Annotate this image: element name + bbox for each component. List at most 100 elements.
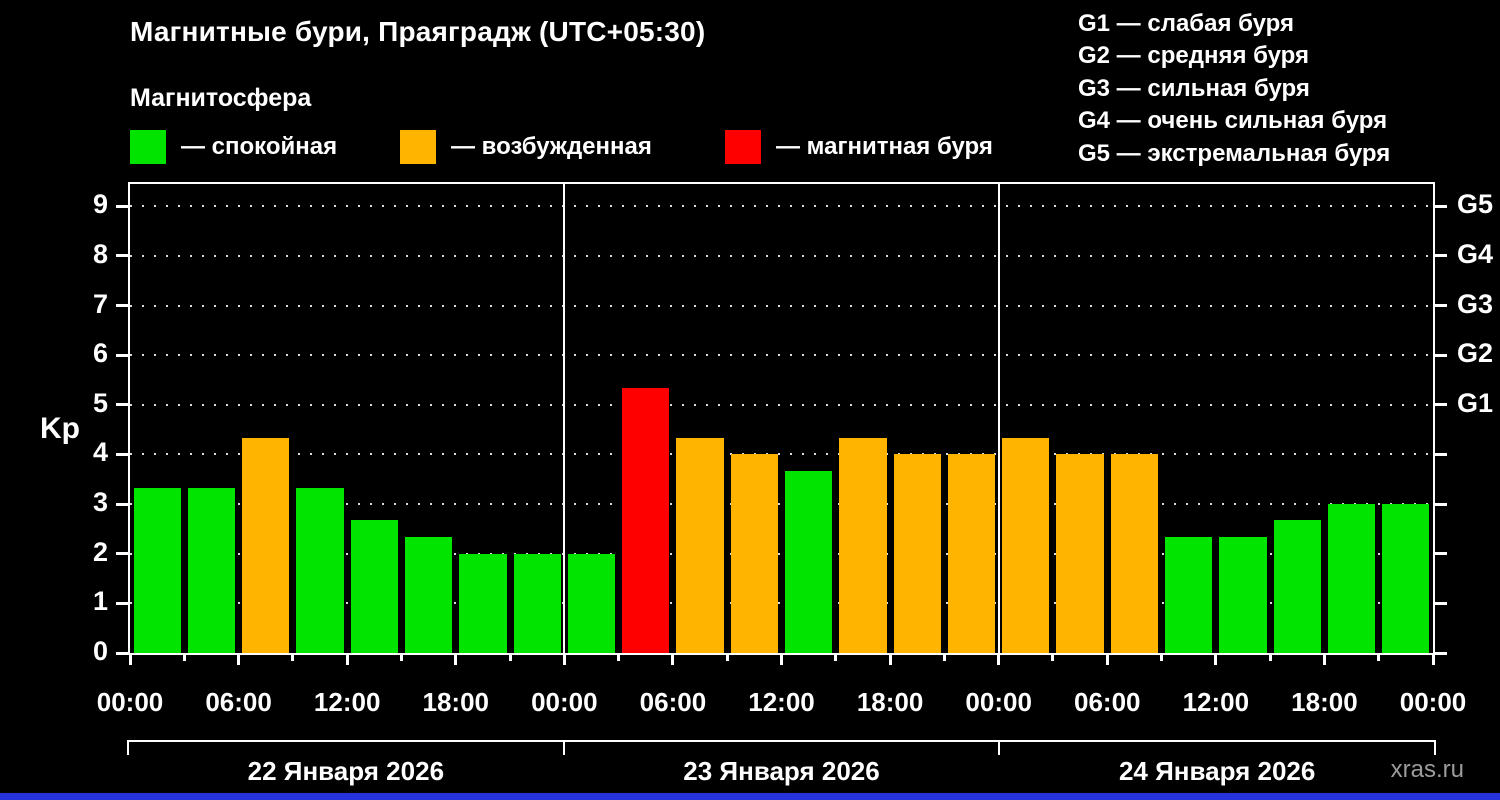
x-axis-tick-label: 00:00 bbox=[965, 687, 1032, 717]
kp-bar bbox=[947, 454, 996, 653]
y-axis-tick bbox=[116, 502, 128, 506]
kp-gridline bbox=[130, 552, 1433, 555]
x-axis-tick bbox=[182, 655, 186, 661]
g-scale-label: G1 bbox=[1457, 387, 1494, 418]
kp-bar bbox=[513, 553, 561, 653]
y-axis-tick-right bbox=[1435, 403, 1447, 407]
y-axis-tick-label: 7 bbox=[92, 288, 108, 319]
y-axis-tick-label: 6 bbox=[92, 338, 108, 369]
x-axis-tick bbox=[399, 655, 403, 661]
y-axis-label: Kp bbox=[40, 412, 80, 445]
date-axis-tick bbox=[998, 740, 1001, 755]
kp-bar bbox=[1165, 537, 1213, 653]
legend-swatch-quiet bbox=[130, 130, 166, 164]
x-axis-tick bbox=[1160, 655, 1164, 661]
kp-bar bbox=[1002, 438, 1050, 653]
x-axis-tick bbox=[1377, 655, 1381, 661]
chart-title: Магнитные бури, Праяградж (UTC+05:30) bbox=[130, 16, 706, 47]
kp-gridline bbox=[130, 354, 1433, 357]
x-axis-tick bbox=[291, 655, 295, 661]
y-axis-tick-right bbox=[1435, 651, 1447, 655]
y-axis-tick-label: 9 bbox=[92, 189, 108, 220]
y-axis-tick-right bbox=[1435, 452, 1447, 456]
date-label: 24 Января 2026 bbox=[1118, 756, 1316, 786]
y-axis-tick-label: 4 bbox=[92, 437, 108, 468]
x-axis-tick-label: 00:00 bbox=[96, 687, 164, 717]
kp-gridline bbox=[130, 403, 1433, 406]
x-axis-tick bbox=[671, 655, 675, 665]
y-axis-tick bbox=[116, 601, 128, 605]
x-axis-tick bbox=[997, 655, 1001, 665]
kp-bar bbox=[133, 487, 181, 653]
x-axis-tick bbox=[1214, 655, 1218, 665]
legend-item-quiet: — спокойная bbox=[130, 130, 337, 164]
y-axis-tick-label: 1 bbox=[92, 586, 108, 617]
legend-swatch-excited bbox=[400, 130, 436, 164]
kp-bar bbox=[1219, 537, 1267, 653]
y-axis-tick-label: 0 bbox=[92, 636, 108, 666]
x-axis-tick bbox=[888, 655, 892, 665]
legend-label-excited: — возбужденная bbox=[451, 133, 652, 160]
kp-bar bbox=[785, 470, 833, 653]
kp-gridline bbox=[130, 304, 1433, 307]
x-axis-tick bbox=[617, 655, 621, 661]
x-axis-tick-label: 12:00 bbox=[313, 687, 381, 717]
x-axis-tick bbox=[1268, 655, 1272, 661]
date-axis-tick bbox=[562, 740, 565, 755]
x-axis-tick bbox=[1431, 655, 1435, 665]
day-boundary-line bbox=[997, 184, 1000, 653]
kp-bar bbox=[1110, 454, 1159, 653]
x-axis-tick bbox=[1322, 655, 1326, 665]
date-label: 23 Января 2026 bbox=[683, 756, 880, 786]
x-axis-tick-label: 18:00 bbox=[856, 687, 924, 717]
y-axis-tick bbox=[116, 204, 128, 208]
storm-scale-legend-line: G5 — экстремальная буря bbox=[1078, 139, 1391, 167]
storm-scale-legend-line: G4 — очень сильная буря bbox=[1078, 107, 1388, 135]
kp-bar bbox=[404, 537, 453, 653]
y-axis-tick-right bbox=[1435, 304, 1447, 308]
x-axis-tick bbox=[237, 655, 241, 665]
kp-gridline bbox=[130, 602, 1433, 605]
kp-bar bbox=[567, 553, 616, 653]
x-axis-tick bbox=[725, 655, 729, 661]
kp-bar bbox=[676, 438, 724, 653]
y-axis-tick-right bbox=[1435, 353, 1447, 357]
kp-bar bbox=[1273, 520, 1321, 653]
y-axis-tick bbox=[116, 353, 128, 357]
kp-bar bbox=[893, 454, 941, 653]
storm-scale-legend-line: G3 — сильная буря bbox=[1078, 74, 1310, 102]
x-axis-tick bbox=[942, 655, 946, 661]
legend-item-storm: — магнитная буря bbox=[725, 130, 993, 164]
kp-bar bbox=[1056, 454, 1104, 653]
kp-bar bbox=[622, 388, 670, 653]
x-axis-tick-label: 12:00 bbox=[748, 687, 815, 717]
x-axis-tick bbox=[1051, 655, 1055, 661]
y-axis-tick-label: 3 bbox=[92, 487, 108, 518]
x-axis-tick-label: 00:00 bbox=[531, 687, 598, 717]
kp-bar bbox=[730, 454, 778, 653]
y-axis-tick bbox=[116, 254, 128, 258]
legend-label-quiet: — спокойная bbox=[181, 133, 338, 160]
bottom-blue-strip bbox=[0, 793, 1500, 800]
x-axis-tick-label: 06:00 bbox=[1074, 687, 1141, 717]
kp-bar bbox=[296, 487, 344, 653]
kp-gridline bbox=[130, 254, 1433, 257]
x-axis-tick-label: 06:00 bbox=[639, 687, 707, 717]
x-axis-tick bbox=[345, 655, 349, 665]
kp-bar bbox=[839, 438, 887, 653]
y-axis-tick bbox=[116, 403, 128, 407]
watermark: xras.ru bbox=[1390, 756, 1464, 783]
storm-scale-legend-line: G1 — слабая буря bbox=[1078, 10, 1295, 37]
magnetosphere-label: Магнитосфера bbox=[130, 84, 312, 112]
plot-area: 0 1 2 3 4 5 6 7 8 9 G1 G2 G3 G4 G5 00:00 06:00 12:00 18:00… bbox=[93, 182, 1493, 717]
legend-label-storm: — магнитная буря bbox=[776, 133, 993, 160]
storm-scale-legend-line: G2 — средняя буря bbox=[1078, 42, 1309, 70]
y-axis-tick bbox=[116, 651, 128, 655]
y-axis-tick-right bbox=[1435, 502, 1447, 506]
day-boundary-line bbox=[563, 184, 566, 653]
date-label: 22 Января 2026 bbox=[247, 756, 445, 786]
x-axis-tick bbox=[780, 655, 783, 665]
kp-bar bbox=[350, 520, 398, 653]
date-axis-tick bbox=[127, 740, 129, 755]
legend-item-excited: — возбужденная bbox=[400, 130, 652, 164]
